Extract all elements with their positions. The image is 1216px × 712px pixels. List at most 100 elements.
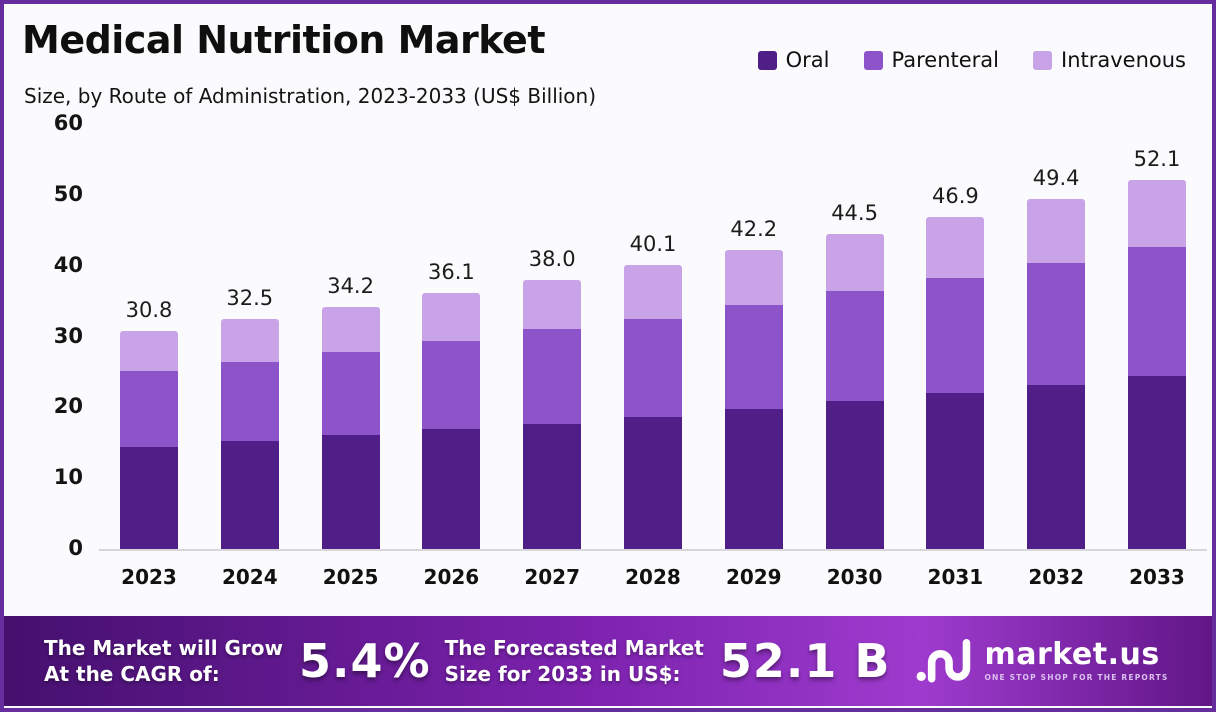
legend-label: Intravenous — [1061, 48, 1186, 72]
legend-swatch-intravenous — [1033, 50, 1052, 70]
x-label-2033: 2033 — [1129, 565, 1185, 589]
y-tick-40: 40 — [53, 252, 83, 277]
bar-segment-intravenous — [120, 330, 178, 371]
bar-group-2032: 49.4 — [1027, 124, 1086, 549]
bar-segment-oral — [1027, 384, 1086, 549]
bar-total-label: 30.8 — [125, 297, 173, 322]
x-label-2028: 2028 — [625, 565, 681, 589]
legend-item-intravenous: Intravenous — [1033, 48, 1186, 72]
bar-segment-parenteral — [523, 328, 582, 425]
bar-segment-parenteral — [220, 362, 279, 442]
bars-container: 30.8 32.5 34.2 36.1 38.0 40.1 42.2 44.5 46.9 49.4… — [99, 124, 1207, 549]
forecast-label: The Forecasted Market Size for 2033 in U… — [445, 635, 704, 687]
legend-label: Oral — [785, 48, 830, 72]
x-label-2030: 2030 — [826, 565, 883, 589]
y-tick-10: 10 — [53, 465, 83, 490]
bar-total-label: 46.9 — [931, 183, 979, 208]
legend: Oral Parenteral Intravenous — [757, 48, 1186, 72]
bar-segment-parenteral — [1027, 262, 1086, 385]
brand-logo: market.us ONE STOP SHOP FOR THE REPORTS — [916, 634, 1168, 688]
bar-segment-oral — [724, 409, 783, 549]
bar-segment-oral — [120, 447, 178, 549]
brand-name: market.us — [984, 637, 1160, 673]
bar-segment-parenteral — [926, 278, 985, 394]
bar-group-2028: 40.1 — [623, 124, 682, 549]
bar-segment-parenteral — [120, 370, 178, 447]
bar-segment-oral — [220, 441, 279, 549]
marketus-logo-icon — [916, 634, 974, 688]
bar-segment-oral — [523, 424, 582, 549]
bar-total-label: 42.2 — [730, 217, 778, 242]
bar-segment-parenteral — [724, 304, 783, 410]
x-label-2026: 2026 — [423, 565, 480, 589]
bar-segment-oral — [825, 400, 884, 549]
bar-total-label: 49.4 — [1032, 166, 1080, 191]
plot-area: 60 50 40 30 20 10 0 30.8 32.5 34.2 36.1 38.0 40.1 42… — [54, 111, 1207, 589]
bar-group-2027: 38.0 — [523, 124, 582, 549]
bar-segment-intravenous — [220, 318, 279, 363]
bar-total-label: 52.1 — [1133, 146, 1181, 171]
bar-total-label: 34.2 — [327, 273, 374, 298]
y-tick-20: 20 — [53, 394, 83, 419]
bar-segment-intravenous — [724, 250, 783, 305]
legend-item-oral: Oral — [757, 48, 830, 72]
bar-total-label: 38.0 — [528, 246, 576, 271]
chart-subtitle: Size, by Route of Administration, 2023-2… — [24, 84, 597, 108]
bar-segment-parenteral — [623, 318, 682, 417]
cagr-label: The Market will Grow At the CAGR of: — [44, 635, 283, 687]
x-label-2031: 2031 — [927, 565, 984, 589]
bar-segment-intravenous — [523, 279, 582, 329]
bar-group-2023: 30.8 — [120, 124, 178, 549]
bar-segment-intravenous — [321, 306, 380, 353]
bottom-banner: The Market will Grow At the CAGR of: 5.4… — [4, 616, 1212, 706]
x-axis-labels: 2023 2024 2025 2026 2027 2028 2029 2030 2031 2032… — [99, 565, 1207, 589]
bar-segment-oral — [422, 429, 481, 549]
x-label-2027: 2027 — [524, 565, 581, 589]
cagr-label-line1: The Market will Grow — [44, 636, 284, 660]
bar-segment-parenteral — [1127, 247, 1186, 377]
y-tick-30: 30 — [53, 323, 83, 348]
legend-swatch-parenteral — [863, 50, 883, 70]
bar-segment-intravenous — [422, 293, 481, 341]
chart-title: Medical Nutrition Market — [22, 18, 546, 62]
bar-group-2033: 52.1 — [1127, 124, 1186, 549]
x-label-2029: 2029 — [725, 565, 782, 589]
bar-group-2025: 34.2 — [321, 124, 380, 549]
bar-group-2026: 36.1 — [422, 124, 481, 549]
bar-segment-parenteral — [825, 291, 884, 401]
bar-group-2030: 44.5 — [825, 124, 884, 549]
forecast-label-line1: The Forecasted Market — [444, 636, 704, 660]
bar-group-2024: 32.5 — [220, 124, 279, 549]
y-tick-0: 0 — [68, 536, 83, 560]
bar-total-label: 40.1 — [629, 231, 677, 256]
legend-item-parenteral: Parenteral — [863, 48, 999, 72]
x-label-2025: 2025 — [322, 565, 379, 589]
bar-segment-intravenous — [926, 216, 985, 279]
bar-segment-oral — [321, 434, 380, 549]
bar-total-label: 44.5 — [831, 200, 878, 225]
bar-segment-intravenous — [825, 233, 884, 292]
y-tick-50: 50 — [53, 181, 83, 206]
bar-group-2031: 46.9 — [926, 124, 985, 549]
bar-total-label: 36.1 — [428, 260, 475, 285]
forecast-label-line2: Size for 2033 in US$: — [444, 662, 681, 686]
cagr-label-line2: At the CAGR of: — [44, 662, 220, 686]
legend-swatch-oral — [757, 50, 777, 70]
bar-total-label: 32.5 — [226, 285, 274, 310]
bar-segment-intravenous — [1127, 179, 1186, 248]
legend-label: Parenteral — [891, 48, 999, 72]
brand-text: market.us ONE STOP SHOP FOR THE REPORTS — [984, 640, 1168, 682]
x-label-2024: 2024 — [221, 565, 278, 589]
bar-group-2029: 42.2 — [724, 124, 783, 549]
bar-segment-oral — [623, 416, 682, 549]
bar-segment-intravenous — [623, 264, 682, 319]
y-tick-60: 60 — [53, 111, 83, 135]
bar-segment-oral — [1127, 376, 1186, 549]
bar-segment-oral — [926, 393, 985, 549]
bar-segment-parenteral — [422, 340, 481, 430]
bar-segment-parenteral — [321, 352, 380, 435]
bar-segment-intravenous — [1027, 199, 1086, 263]
cagr-value: 5.4% — [299, 634, 431, 688]
forecast-value: 52.1 B — [719, 634, 891, 688]
